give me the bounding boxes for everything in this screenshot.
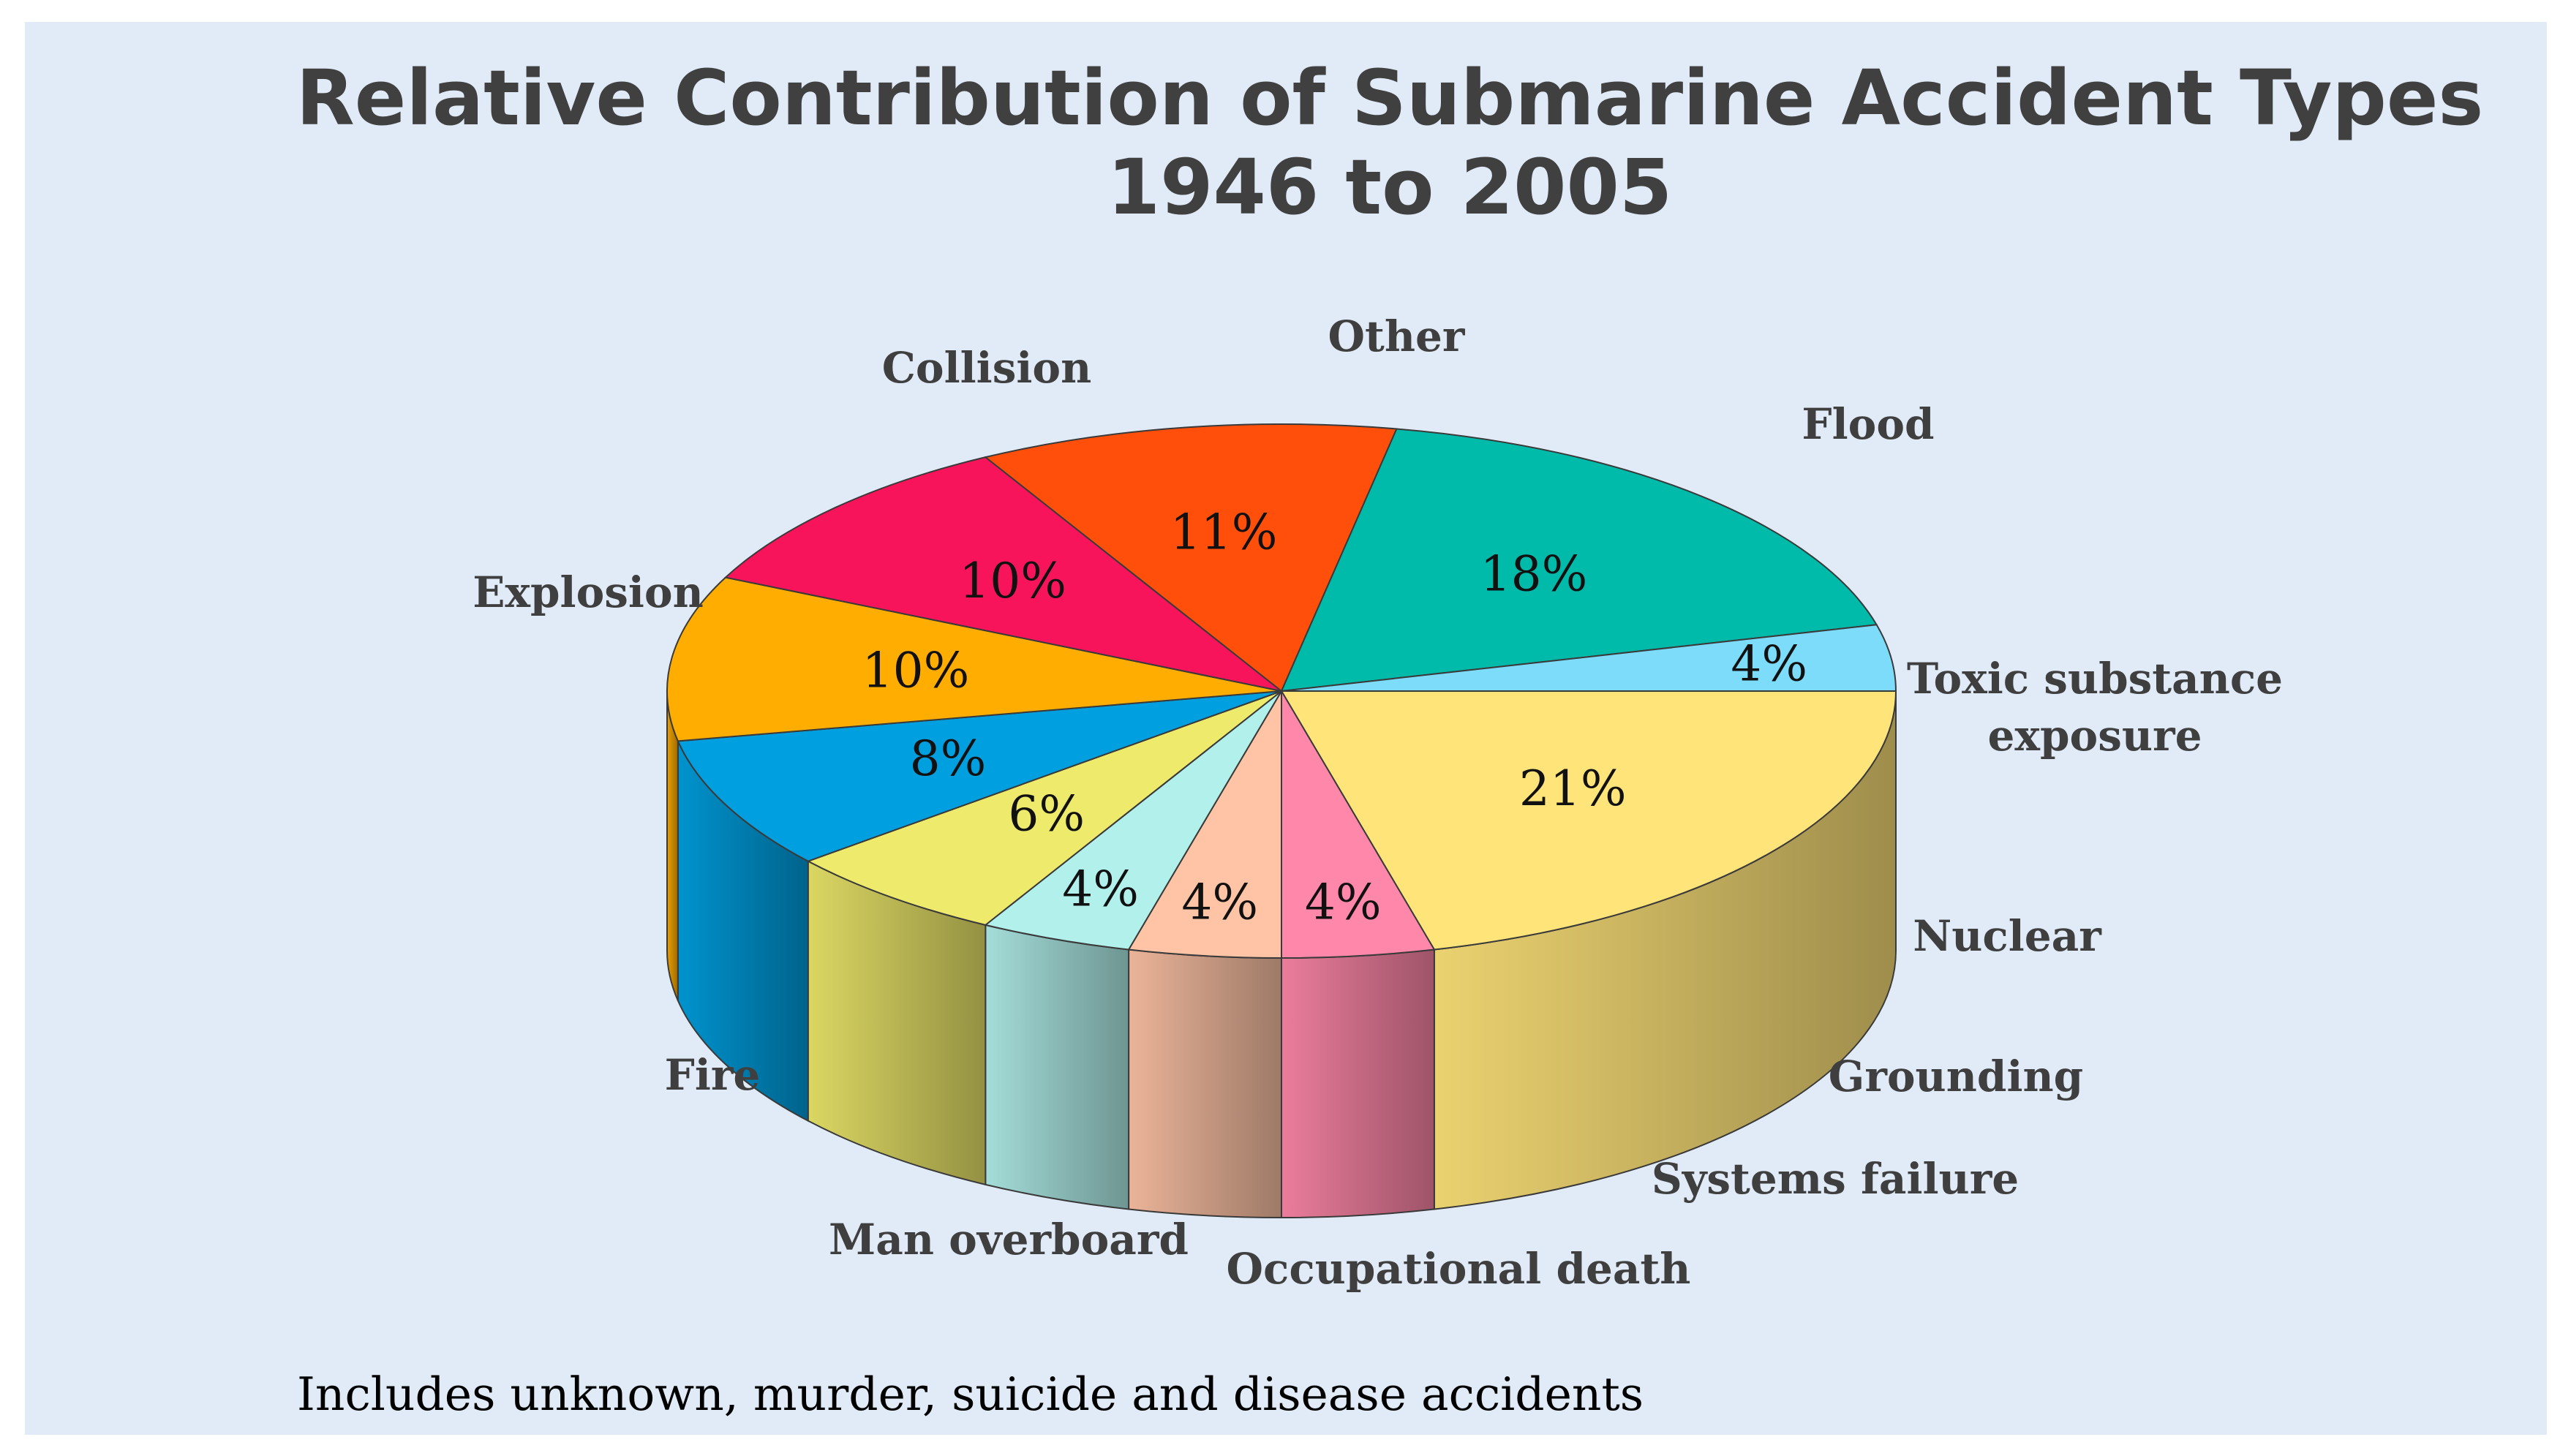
pie-sides [666, 690, 1897, 1219]
footnote: Includes unknown, murder, suicide and di… [297, 1368, 1644, 1421]
value-label-fire: 10% [959, 553, 1066, 609]
pie-tops [666, 423, 1897, 959]
value-label-explosion: 11% [1170, 505, 1278, 561]
slice-man-overboard[interactable] [666, 576, 1282, 742]
category-label-flood: Flood [1802, 399, 1934, 449]
pie-chart: Relative Contribution of Submarine Accid… [296, 53, 2484, 1421]
pie-category-labels: Flood Toxic substance exposure Nuclear Groun… [473, 312, 2283, 1294]
value-label-collision: 18% [1480, 546, 1588, 602]
chart-panel: Relative Contribution of Submarine Accid… [25, 22, 2547, 1435]
slice-nuclear[interactable] [1127, 688, 1282, 959]
category-label-nuclear: Nuclear [1913, 911, 2102, 961]
category-label-grounding: Grounding [1829, 1052, 2083, 1101]
pie-value-labels: 21% 4% 4% 4% 6% 8% 10% 10% 11% 18% 4% [862, 505, 1807, 931]
chart-title: Relative Contribution of Submarine Accid… [296, 53, 2484, 143]
side-toxic-substance-exposure [1281, 948, 1435, 1219]
value-label-grounding: 4% [1062, 861, 1139, 917]
category-label-collision: Collision [882, 343, 1092, 393]
value-label-toxic-substance-exposure: 4% [1305, 875, 1382, 931]
slice-occupational-death[interactable] [677, 690, 1282, 862]
category-label-occupational-death: Occupational death [1227, 1244, 1691, 1294]
value-label-other: 4% [1731, 635, 1807, 692]
category-label-man-overboard: Man overboard [829, 1215, 1189, 1264]
category-label-systems-failure: Systems failure [1652, 1154, 2019, 1204]
value-label-man-overboard: 10% [862, 643, 970, 699]
slice-systems-failure[interactable] [806, 690, 1282, 926]
value-label-occupational-death: 8% [910, 731, 987, 787]
category-label-fire: Fire [665, 1050, 761, 1100]
slice-flood[interactable] [1280, 690, 1897, 951]
category-label-line: exposure [1987, 711, 2202, 761]
chart-subtitle: 1946 to 2005 [1107, 143, 1672, 232]
side-nuclear [1128, 948, 1282, 1219]
value-label-systems-failure: 6% [1008, 786, 1085, 842]
side-grounding [985, 924, 1130, 1210]
slice-fire[interactable] [723, 456, 1282, 692]
category-label-toxic-substance-exposure: Toxic substance exposure [1907, 654, 2283, 761]
category-label-other: Other [1328, 312, 1466, 361]
category-label-explosion: Explosion [473, 567, 704, 617]
slice-collision[interactable] [1280, 428, 1878, 693]
slice-explosion[interactable] [984, 423, 1398, 693]
slice-other[interactable] [1281, 624, 1897, 692]
category-label-line: Toxic substance [1907, 654, 2283, 704]
value-label-flood: 21% [1519, 761, 1627, 817]
slice-grounding[interactable] [984, 690, 1282, 951]
value-label-nuclear: 4% [1181, 875, 1258, 931]
slice-toxic-substance-exposure[interactable] [1281, 688, 1436, 959]
